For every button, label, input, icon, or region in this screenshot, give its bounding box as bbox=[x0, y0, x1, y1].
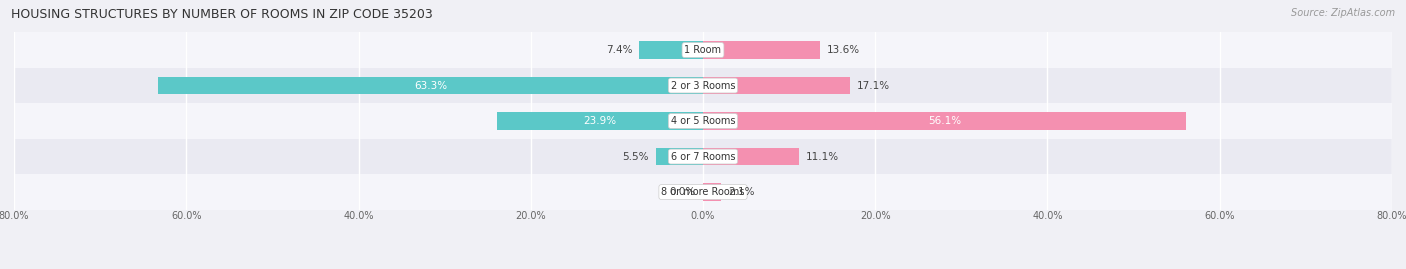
Text: 7.4%: 7.4% bbox=[606, 45, 633, 55]
Bar bbox=[703, 183, 721, 201]
Text: HOUSING STRUCTURES BY NUMBER OF ROOMS IN ZIP CODE 35203: HOUSING STRUCTURES BY NUMBER OF ROOMS IN… bbox=[11, 8, 433, 21]
Bar bbox=[14, 32, 1392, 68]
Bar bbox=[655, 148, 703, 165]
Text: 2 or 3 Rooms: 2 or 3 Rooms bbox=[671, 80, 735, 91]
Bar bbox=[14, 103, 1392, 139]
Text: 2.1%: 2.1% bbox=[728, 187, 755, 197]
Bar bbox=[703, 41, 820, 59]
Bar bbox=[640, 41, 703, 59]
Text: 5.5%: 5.5% bbox=[623, 151, 648, 162]
Bar bbox=[157, 77, 703, 94]
Text: 4 or 5 Rooms: 4 or 5 Rooms bbox=[671, 116, 735, 126]
Text: 0.0%: 0.0% bbox=[669, 187, 696, 197]
Bar bbox=[14, 174, 1392, 210]
Text: 13.6%: 13.6% bbox=[827, 45, 860, 55]
Bar bbox=[703, 112, 1187, 130]
Text: 1 Room: 1 Room bbox=[685, 45, 721, 55]
Text: 56.1%: 56.1% bbox=[928, 116, 962, 126]
Bar bbox=[703, 77, 851, 94]
Text: Source: ZipAtlas.com: Source: ZipAtlas.com bbox=[1291, 8, 1395, 18]
Bar bbox=[498, 112, 703, 130]
Text: 6 or 7 Rooms: 6 or 7 Rooms bbox=[671, 151, 735, 162]
Text: 63.3%: 63.3% bbox=[413, 80, 447, 91]
Text: 11.1%: 11.1% bbox=[806, 151, 838, 162]
Bar bbox=[703, 148, 799, 165]
Text: 17.1%: 17.1% bbox=[858, 80, 890, 91]
Bar bbox=[14, 139, 1392, 174]
Bar bbox=[14, 68, 1392, 103]
Text: 23.9%: 23.9% bbox=[583, 116, 617, 126]
Text: 8 or more Rooms: 8 or more Rooms bbox=[661, 187, 745, 197]
